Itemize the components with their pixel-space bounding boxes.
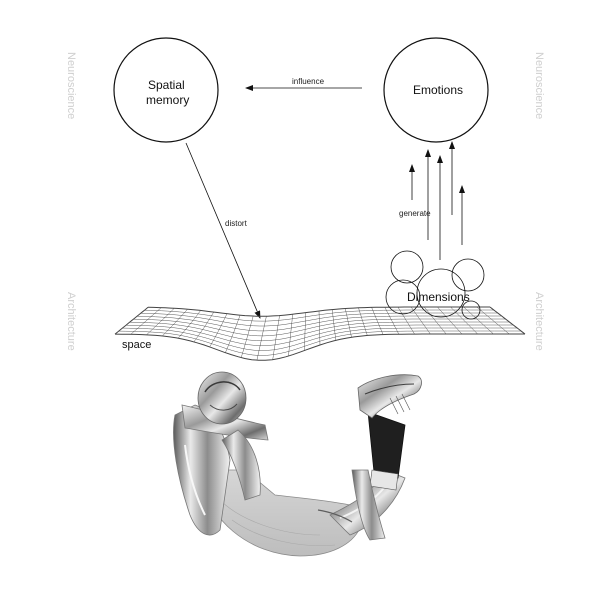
node-dimensions: Dimensions	[385, 250, 485, 320]
surface-grid-line	[384, 307, 400, 335]
surface-grid-line	[288, 314, 293, 357]
surface-grid-line	[162, 309, 188, 337]
space-surface-grid	[114, 306, 526, 361]
surface-grid-line	[345, 308, 352, 338]
spatial-memory-label-line1: Spatial	[148, 78, 185, 92]
surface-grid-line	[177, 310, 201, 339]
dimension-bubble	[385, 279, 421, 315]
distort-label: distort	[225, 219, 248, 228]
surface-grid-line	[489, 306, 526, 335]
side-label-neuroscience-left: Neuroscience	[65, 52, 77, 119]
surface-grid-line	[437, 306, 463, 335]
surface-grid-line	[272, 315, 280, 360]
emotions-circle	[383, 37, 489, 143]
reclining-figure-illustration	[173, 371, 422, 557]
side-label-architecture-left: Architecture	[65, 292, 77, 351]
surface-grid-line	[397, 306, 415, 335]
surface-grid-line	[476, 306, 510, 335]
dimensions-label: Dimensions	[407, 290, 470, 304]
surface-grid-line	[130, 307, 162, 335]
surface-grid-line	[225, 315, 241, 353]
edge-distort: distort	[185, 142, 261, 319]
spatial-memory-circle	[113, 37, 219, 143]
surface-grid-line	[209, 313, 228, 348]
surface-grid-line	[146, 308, 175, 335]
surface-grid-line	[463, 306, 494, 335]
dimension-bubble	[461, 300, 481, 320]
node-spatial-memory: Spatial memory	[113, 37, 219, 143]
surface-grid-line	[410, 306, 431, 335]
node-emotions: Emotions	[383, 37, 489, 143]
influence-label: influence	[292, 77, 325, 86]
surface-grid-line	[318, 310, 321, 346]
emotions-label: Emotions	[413, 83, 463, 97]
surface-grid-line	[424, 306, 447, 335]
surface-grid-line	[371, 307, 384, 335]
dimension-bubble	[416, 268, 466, 318]
dimension-bubble	[390, 250, 424, 284]
surface-grid-line	[193, 311, 214, 343]
side-label-neuroscience-right: Neuroscience	[533, 52, 545, 119]
space-label: space	[122, 339, 151, 351]
edge-influence: influence	[245, 77, 362, 91]
surface-grid-line	[331, 309, 337, 341]
surface-grid-line	[240, 316, 254, 358]
dimension-bubble	[451, 258, 485, 292]
generate-label: generate	[399, 209, 431, 218]
surface-grid-line	[450, 306, 478, 335]
surface-grid-line	[114, 306, 149, 335]
surface-grid-line	[358, 307, 368, 336]
surface-grid-line	[256, 316, 267, 361]
side-label-architecture-right: Architecture	[533, 292, 545, 351]
spatial-memory-label-line2: memory	[146, 93, 189, 107]
surface-grid-line	[303, 312, 307, 351]
edge-generate: generate	[399, 141, 465, 260]
distort-arrow	[185, 142, 261, 319]
